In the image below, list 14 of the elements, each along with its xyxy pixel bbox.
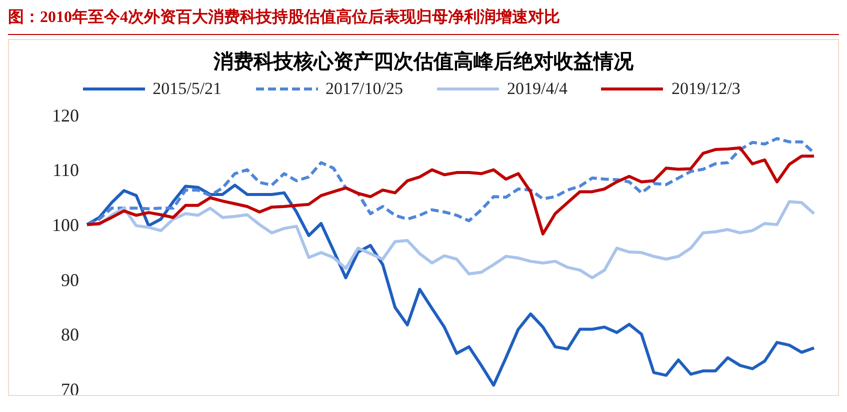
y-tick-label: 120	[52, 105, 79, 126]
chart-title: 图：2010年至今4次外资百大消费科技持股估值高位后表现归母净利润增速对比	[8, 8, 839, 35]
line-series	[86, 137, 816, 226]
y-tick-label: 80	[61, 324, 79, 345]
line-series	[86, 146, 816, 236]
line-series	[86, 184, 816, 387]
y-tick-label: 100	[52, 214, 79, 235]
legend-label: 2019/4/4	[507, 79, 568, 99]
legend-label: 2017/10/25	[326, 79, 403, 99]
chart-subtitle: 消费科技核心资产四次估值高峰后绝对收益情况	[212, 50, 634, 75]
y-tick-label: 90	[61, 270, 79, 290]
legend-label: 2015/5/21	[152, 79, 222, 99]
legend-label: 2019/12/3	[671, 79, 740, 99]
y-tick-label: 110	[52, 160, 79, 180]
